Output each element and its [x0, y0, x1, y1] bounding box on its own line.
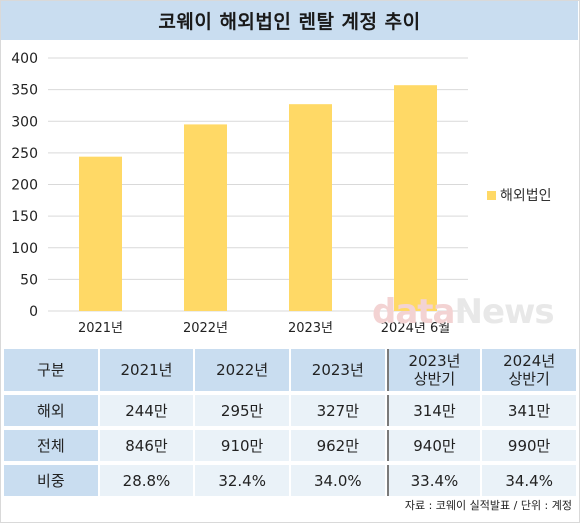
table-cell: 34.4%: [482, 465, 576, 496]
bar: [184, 124, 227, 311]
table-row: 비중 28.8% 32.4% 34.0% 33.4% 34.4%: [4, 465, 576, 496]
table-header-cell: 2021년: [99, 349, 194, 391]
chart-title: 코웨이 해외법인 렌탈 계정 추이: [158, 11, 421, 33]
table-header-cell: 2023년 상반기: [386, 349, 481, 391]
table-cell: 327만: [290, 395, 385, 426]
table-cell: 341만: [482, 395, 576, 426]
table-cell: 910만: [195, 430, 289, 461]
table-header-row: 구분 2021년 2022년 2023년 2023년 상반기 2024년 상반기: [4, 349, 576, 391]
table-header-cell: 2024년 상반기: [482, 349, 576, 391]
table-cell: 33.4%: [386, 465, 481, 496]
bar: [394, 85, 437, 311]
table-cell: 990만: [482, 430, 576, 461]
table-cell: 846만: [99, 430, 194, 461]
y-tick-label: 150: [11, 209, 38, 225]
x-tick-label: 2024년 6월: [381, 321, 450, 336]
data-table: 구분 2021년 2022년 2023년 2023년 상반기 2024년 상반기 해외 244만 2…: [2, 345, 578, 500]
x-tick-label: 2022년: [183, 321, 228, 336]
bar: [289, 104, 332, 311]
table-header-cell: 2022년: [195, 349, 289, 391]
row-label-cell: 전체: [4, 430, 98, 461]
table-cell: 34.0%: [290, 465, 385, 496]
x-tick-label: 2021년: [78, 321, 123, 336]
legend-label: 해외법인: [500, 188, 552, 204]
y-tick-label: 300: [11, 114, 38, 130]
title-bar: 코웨이 해외법인 렌탈 계정 추이: [1, 1, 578, 40]
source-note: 자료 : 코웨이 실적발표 / 단위 : 계정: [404, 499, 572, 512]
y-tick-label: 50: [20, 272, 38, 288]
bar-chart: 0 50 100 150 200 250 300 350 400 2021년 2022년 2023년 2…: [11, 51, 552, 336]
table-cell: 940만: [386, 430, 481, 461]
table-cell: 295만: [195, 395, 289, 426]
table-row: 전체 846만 910만 962만 940만 990만: [4, 430, 576, 461]
table-header-cell: 2023년: [290, 349, 385, 391]
bar: [79, 156, 122, 311]
x-tick-label: 2023년: [288, 321, 333, 336]
row-label-cell: 비중: [4, 465, 98, 496]
table-cell: 28.8%: [99, 465, 194, 496]
table-cell: 314만: [386, 395, 481, 426]
legend-swatch: [487, 191, 496, 200]
y-tick-label: 200: [11, 178, 38, 194]
table-cell: 32.4%: [195, 465, 289, 496]
y-tick-label: 350: [11, 83, 38, 99]
table-header-cell: 구분: [4, 349, 98, 391]
table-row: 해외 244만 295만 327만 314만 341만: [4, 395, 576, 426]
y-tick-label: 250: [11, 146, 38, 162]
y-tick-label: 400: [11, 51, 38, 67]
y-tick-label: 100: [11, 241, 38, 257]
y-tick-label: 0: [29, 304, 38, 320]
watermark: dataNews: [372, 292, 555, 332]
table-cell: 244만: [99, 395, 194, 426]
table-cell: 962만: [290, 430, 385, 461]
row-label-cell: 해외: [4, 395, 98, 426]
